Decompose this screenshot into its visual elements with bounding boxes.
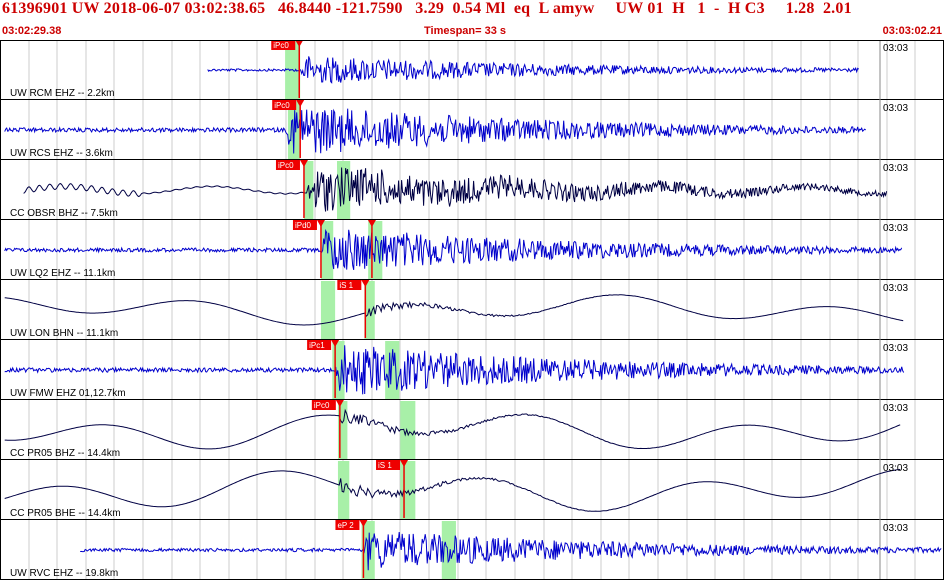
pick-label: eP 2: [337, 521, 354, 530]
waveform-trace: [4, 468, 901, 512]
waveform-trace: [4, 345, 905, 395]
time-tick-label: 03:03: [883, 103, 908, 114]
time-tick-label: 03:03: [883, 43, 908, 54]
channel-label: UW RCM EHZ -- 2.2km: [10, 88, 114, 99]
time-tick-label: 03:03: [883, 463, 908, 474]
channel-label: UW RVC EHZ -- 19.8km: [10, 568, 118, 579]
pick-label-box: [271, 40, 296, 50]
waveform-trace: [4, 228, 903, 271]
waveform-trace: [207, 56, 860, 84]
time-tick-label: 03:03: [883, 223, 908, 234]
waveform-panel[interactable]: iPc0 UW RCM EHZ -- 2.2km 03:03 iPc0 UW RCS E…: [0, 40, 944, 580]
channel-row[interactable]: iPc0 UW RCS EHZ -- 3.6km 03:03: [0, 100, 944, 160]
pick-triangle-icon[interactable]: [361, 280, 370, 287]
time-tick-label: 03:03: [883, 343, 908, 354]
channel-label: UW LQ2 EHZ -- 11.1km: [10, 268, 115, 279]
pick-triangle-icon[interactable]: [359, 520, 368, 527]
channel-label: CC OBSR BHZ -- 7.5km: [10, 208, 118, 219]
waveform-trace: [4, 108, 867, 154]
end-time-label: 03:03:02.21: [882, 25, 942, 37]
channel-row[interactable]: iPd0 UW LQ2 EHZ -- 11.1km 03:03: [0, 220, 944, 280]
time-grid: [28, 40, 916, 580]
channel-label: UW LON BHN -- 11.1km: [10, 328, 118, 339]
pick-window: [337, 401, 348, 459]
pick-label-box: [272, 100, 297, 110]
pick-window: [400, 401, 416, 459]
channel-row[interactable]: iPc0 CC PR05 BHZ -- 14.4km 03:03: [0, 400, 944, 460]
pick-label: iPc0: [314, 401, 330, 410]
waveform-trace: [23, 167, 888, 212]
channel-row[interactable]: eP 2 UW RVC EHZ -- 19.8km 03:03: [0, 520, 944, 580]
pick-label: iPc0: [274, 101, 290, 110]
pick-label-box: [376, 460, 401, 470]
pick-triangle-icon[interactable]: [296, 100, 305, 107]
channel-row[interactable]: iPc0 UW RCM EHZ -- 2.2km 03:03: [0, 40, 944, 100]
waveform-trace: [4, 294, 904, 326]
time-tick-label: 03:03: [883, 523, 908, 534]
channel-label: UW RCS EHZ -- 3.6km: [10, 148, 113, 159]
time-tick-label: 03:03: [883, 283, 908, 294]
waveform-trace: [80, 531, 942, 571]
pick-label-box: [335, 520, 360, 530]
pick-triangle-icon[interactable]: [299, 160, 308, 167]
pick-label: iPc0: [278, 161, 294, 170]
panel-border: [0, 40, 944, 580]
pick-label: iPc0: [273, 41, 289, 50]
channel-label: UW FMW EHZ 01,12.7km: [10, 388, 126, 399]
pick-triangle-icon[interactable]: [316, 220, 325, 227]
channel-row[interactable]: iPc0 CC OBSR BHZ -- 7.5km 03:03: [0, 160, 944, 220]
pick-label-box: [307, 340, 332, 350]
pick-label-box: [275, 160, 300, 170]
channel-row[interactable]: iS 1 CC PR05 BHE -- 14.4km 03:03: [0, 460, 944, 520]
pick-window: [400, 461, 416, 519]
channel-row[interactable]: iS 1 UW LON BHN -- 11.1km 03:03: [0, 280, 944, 340]
pick-window: [320, 281, 336, 339]
time-tick-label: 03:03: [883, 403, 908, 414]
pick-label: iS 1: [378, 461, 392, 470]
pick-label: iPd0: [295, 221, 312, 230]
pick-window: [361, 521, 375, 579]
channel-row[interactable]: iPc1 UW FMW EHZ 01,12.7km 03:03: [0, 340, 944, 400]
pick-triangle-icon[interactable]: [331, 340, 340, 347]
event-summary-line: 61396901 UW 2018-06-07 03:02:38.65 46.84…: [2, 0, 852, 17]
pick-label-box: [311, 400, 336, 410]
pick-label: iS 1: [339, 281, 353, 290]
pick-triangle-icon[interactable]: [295, 40, 304, 47]
pick-window: [441, 521, 456, 579]
start-time-label: 03:02:29.38: [2, 25, 62, 37]
pick-label: iPc1: [309, 341, 325, 350]
channel-label: CC PR05 BHE -- 14.4km: [10, 508, 121, 519]
pick-triangle-icon[interactable]: [335, 400, 344, 407]
time-tick-label: 03:03: [883, 163, 908, 174]
event-header: 61396901 UW 2018-06-07 03:02:38.65 46.84…: [0, 0, 944, 41]
pick-label-box: [292, 220, 317, 230]
pick-triangle-icon[interactable]: [400, 460, 409, 467]
channel-label: CC PR05 BHZ -- 14.4km: [10, 448, 120, 459]
waveform-trace: [4, 408, 901, 450]
timespan-label: Timespan= 33 s: [424, 25, 507, 37]
pick-label-box: [337, 280, 362, 290]
pick-triangle-icon[interactable]: [367, 220, 376, 227]
